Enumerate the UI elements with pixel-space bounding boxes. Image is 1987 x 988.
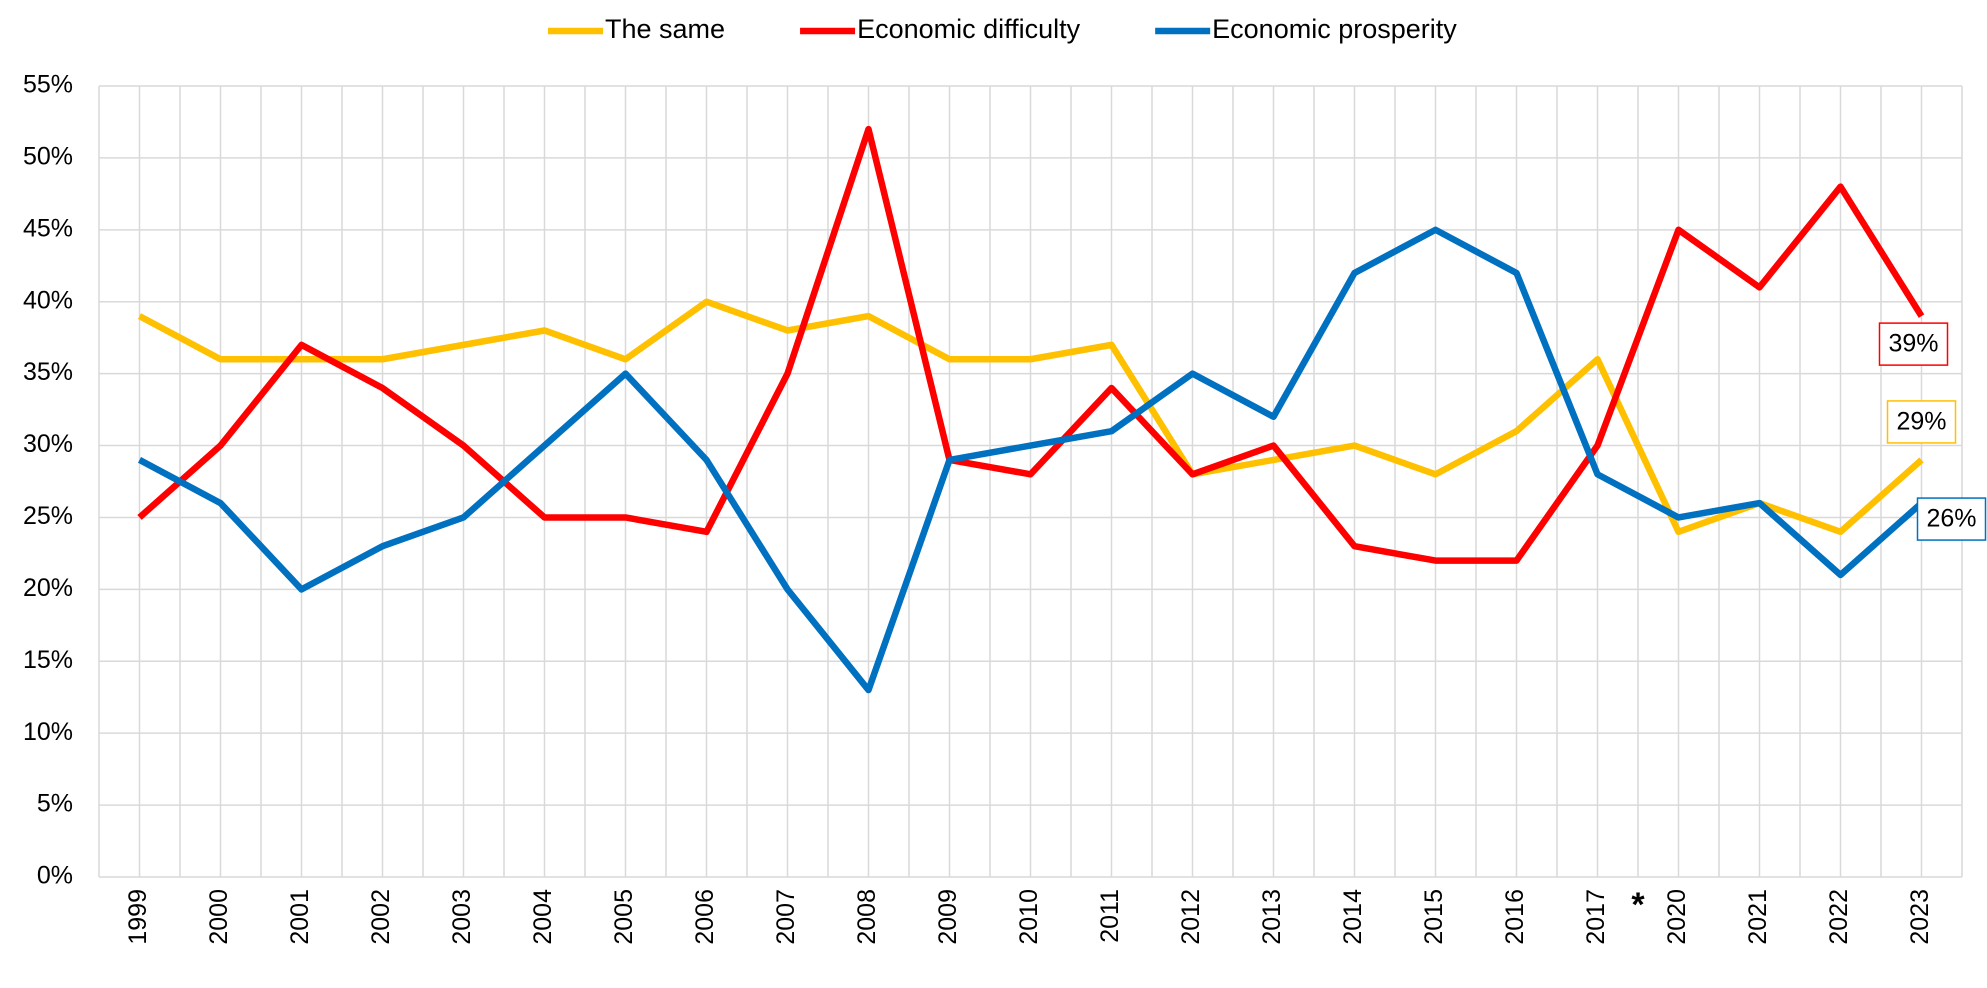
x-tick-label: 2023 <box>1906 889 1934 945</box>
legend-label: Economic difficulty <box>857 14 1081 44</box>
x-tick-label: 2005 <box>610 889 638 945</box>
x-tick-label: 2016 <box>1501 889 1529 945</box>
y-tick-label: 5% <box>37 790 73 818</box>
value-label: 29% <box>1896 408 1946 436</box>
x-tick-label: 2002 <box>367 889 395 945</box>
value-label-box <box>1886 400 1957 444</box>
y-tick-label: 15% <box>23 646 73 674</box>
value-label-box <box>1878 322 1949 366</box>
y-tick-label: 55% <box>23 71 73 99</box>
x-tick-label: 2022 <box>1825 889 1853 945</box>
x-tick-label: 2014 <box>1339 889 1367 945</box>
y-tick-label: 0% <box>37 862 73 890</box>
x-tick-label: 2003 <box>448 889 476 945</box>
series-line <box>137 226 1924 694</box>
x-tick-label: 2000 <box>205 889 233 945</box>
x-tick-label: 2008 <box>853 889 881 945</box>
y-tick-label: 35% <box>23 358 73 386</box>
annotation: * <box>1631 886 1645 924</box>
x-tick-label: 2009 <box>934 889 962 945</box>
series-line <box>137 298 1924 536</box>
x-tick-label: 2004 <box>529 889 557 945</box>
x-tick-label: 2001 <box>286 889 314 945</box>
x-tick-label: 2015 <box>1420 889 1448 945</box>
x-tick-label: 2011 <box>1096 889 1124 943</box>
x-tick-label: 2006 <box>691 889 719 945</box>
value-label: 26% <box>1926 505 1976 533</box>
legend-label: The same <box>605 14 725 44</box>
value-label: 39% <box>1888 330 1938 358</box>
value-label-box <box>1916 497 1987 541</box>
x-tick-label: 1999 <box>124 889 152 945</box>
x-tick-label: 2007 <box>772 889 800 945</box>
x-tick-label: 2017 <box>1582 889 1610 945</box>
y-tick-label: 50% <box>23 143 73 171</box>
y-tick-label: 40% <box>23 286 73 314</box>
y-tick-label: 10% <box>23 718 73 746</box>
x-tick-label: 2012 <box>1177 889 1205 945</box>
x-tick-label: 2013 <box>1258 889 1286 945</box>
x-tick-label: 2020 <box>1663 889 1691 945</box>
y-tick-label: 20% <box>23 574 73 602</box>
series-line <box>137 125 1925 564</box>
x-tick-label: 2021 <box>1744 889 1772 945</box>
y-tick-label: 45% <box>23 214 73 242</box>
x-tick-label: 2010 <box>1015 889 1043 945</box>
y-tick-label: 30% <box>23 430 73 458</box>
y-tick-label: 25% <box>23 502 73 530</box>
legend-label: Economic prosperity <box>1212 14 1457 44</box>
